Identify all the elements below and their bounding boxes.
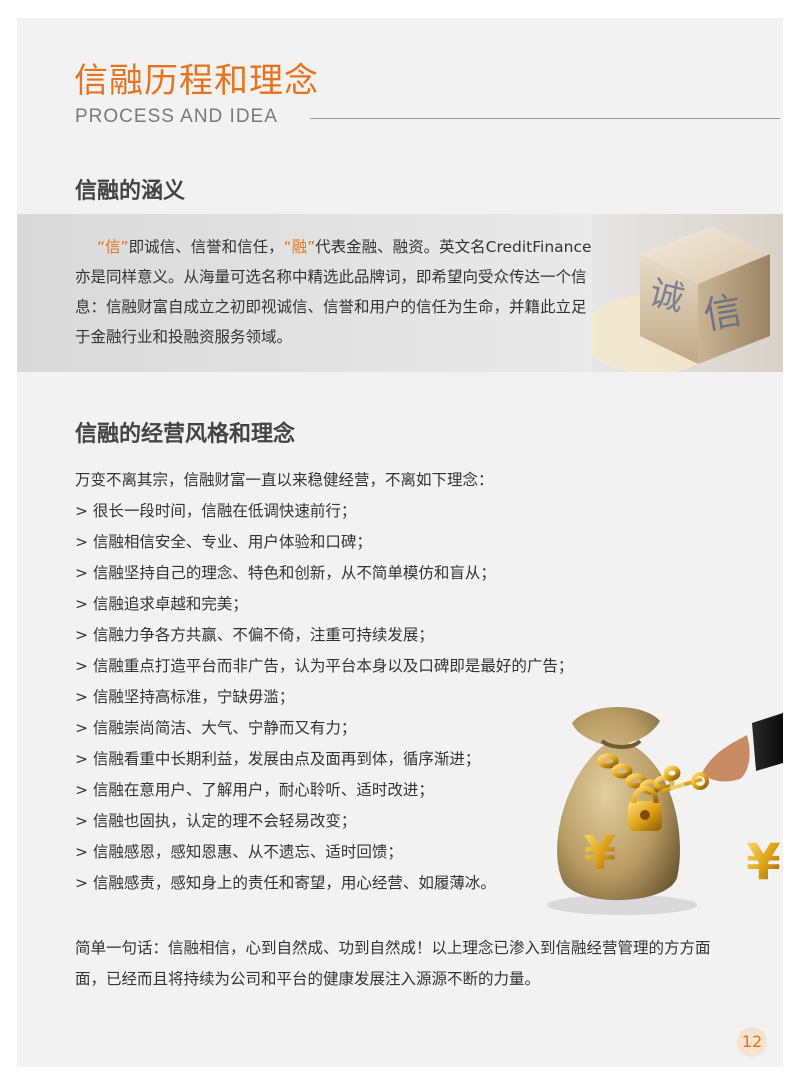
- list-item: > 信融力争各方共赢、不偏不倚，注重可持续发展；: [75, 626, 434, 644]
- money-bag-image: ¥ ¥: [542, 683, 783, 923]
- page-number: 12: [737, 1027, 767, 1057]
- meaning-paragraph: “信”即诚信、信誉和信任，“融”代表金融、融资。英文名CreditFinance…: [75, 232, 595, 352]
- section2-heading: 信融的经营风格和理念: [75, 422, 296, 447]
- page-subtitle: PROCESS AND IDEA: [75, 106, 278, 127]
- quote-rong: “融”: [283, 238, 316, 256]
- page: 信融历程和理念 PROCESS AND IDEA 信融的涵义 “信”即诚信、信誉…: [17, 18, 783, 1067]
- section1-heading: 信融的涵义: [75, 179, 186, 204]
- list-item: > 信融坚持高标准，宁缺毋滥；: [75, 688, 295, 706]
- meaning-text-1: 即诚信、信誉和信任，: [128, 238, 284, 256]
- list-item: > 信融崇尚简洁、大气、宁静而又有力；: [75, 719, 357, 737]
- list-item: > 信融看重中长期利益，发展由点及面再到体，循序渐进；: [75, 750, 481, 768]
- list-item: 万变不离其宗，信融财富一直以来稳健经营，不离如下理念：: [75, 471, 494, 489]
- bag-shape: [557, 706, 680, 901]
- list-item: > 信融也固执，认定的理不会轻易改变；: [75, 812, 357, 830]
- summary-paragraph: 简单一句话：信融相信，心到自然成、功到自然成！以上理念已渗入到信融经营管理的方方…: [75, 939, 711, 988]
- list-item: > 信融感责，感知身上的责任和寄望，用心经营、如履薄冰。: [75, 874, 496, 892]
- list-item: > 信融坚持自己的理念、特色和创新，从不简单模仿和盲从；: [75, 564, 496, 582]
- list-item: > 信融追求卓越和完美；: [75, 595, 248, 613]
- title-rule: [310, 118, 780, 119]
- meaning-text-2: 代表金融、融资。英文名CreditFinance亦是同样意义。从海量可选名称中精…: [75, 238, 592, 346]
- philosophy-list: 万变不离其宗，信融财富一直以来稳健经营，不离如下理念： > 很长一段时间，信融在…: [75, 465, 695, 899]
- quote-xin: “信”: [97, 238, 129, 256]
- floating-yen-symbol: ¥: [746, 833, 781, 891]
- hand-with-key: [661, 713, 783, 793]
- list-item: > 信融在意用户、了解用户，耐心聆听、适时改进；: [75, 781, 434, 799]
- list-item: > 很长一段时间，信融在低调快速前行；: [75, 502, 357, 520]
- list-item: > 信融相信安全、专业、用户体验和口碑；: [75, 533, 372, 551]
- list-item: > 信融感恩，感知恩惠、从不遗忘、适时回馈；: [75, 843, 403, 861]
- bag-yen-symbol: ¥: [584, 826, 616, 880]
- page-title: 信融历程和理念: [74, 61, 319, 101]
- cube-character-2: 信: [700, 288, 745, 338]
- list-item: > 信融重点打造平台而非广告，认为平台本身以及口碑即是最好的广告；: [75, 657, 574, 675]
- integrity-cube-image: 诚 信: [592, 214, 783, 372]
